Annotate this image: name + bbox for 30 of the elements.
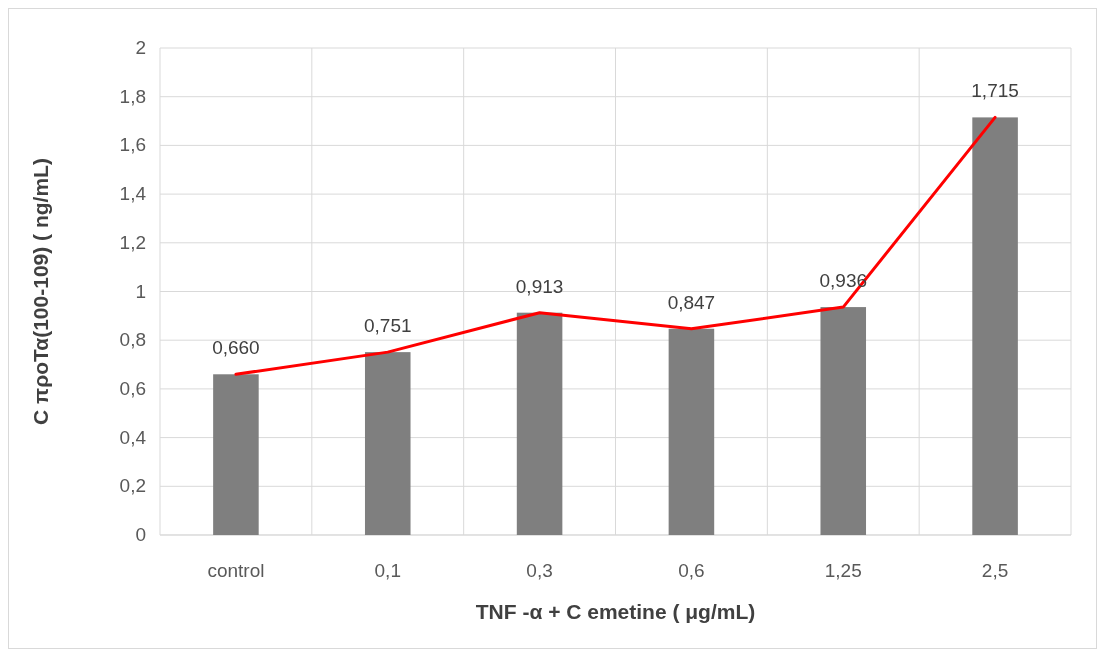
bar <box>972 117 1018 535</box>
data-label: 0,660 <box>212 337 260 359</box>
y-tick-label: 0,4 <box>119 426 147 448</box>
x-tick-label: control <box>207 560 265 581</box>
y-axis-title: C προΤα(100-109) ( ng/mL) <box>29 158 52 425</box>
y-tick-label: 2 <box>135 37 146 58</box>
bar <box>364 352 411 535</box>
y-tick-label: 0,8 <box>119 329 146 351</box>
x-tick-label: 2,5 <box>981 560 1009 581</box>
y-tick-label: 1,2 <box>119 231 146 253</box>
y-tick-label: 0,6 <box>119 377 146 399</box>
y-tick-label: 0 <box>135 524 146 545</box>
data-label: 0,847 <box>667 291 716 313</box>
y-tick-label: 1 <box>135 280 146 302</box>
x-tick-label: 0,1 <box>374 560 401 581</box>
y-tick-label: 1,4 <box>119 183 147 205</box>
bar <box>820 307 867 535</box>
data-label: 0,913 <box>515 275 564 297</box>
data-label: 1,715 <box>971 80 1019 102</box>
bar <box>516 312 563 535</box>
x-tick-label: 0,6 <box>678 560 705 581</box>
bar <box>668 328 715 535</box>
y-tick-label: 0,2 <box>119 475 146 497</box>
y-tick-label: 1,8 <box>119 85 146 107</box>
bar <box>213 374 259 535</box>
y-tick-label: 1,6 <box>119 134 146 156</box>
x-tick-label: 0,3 <box>526 560 553 581</box>
data-label: 0,751 <box>363 315 412 337</box>
x-axis-title: TNF -α + C emetine ( μg/mL) <box>475 600 756 623</box>
x-tick-label: 1,25 <box>824 560 862 581</box>
